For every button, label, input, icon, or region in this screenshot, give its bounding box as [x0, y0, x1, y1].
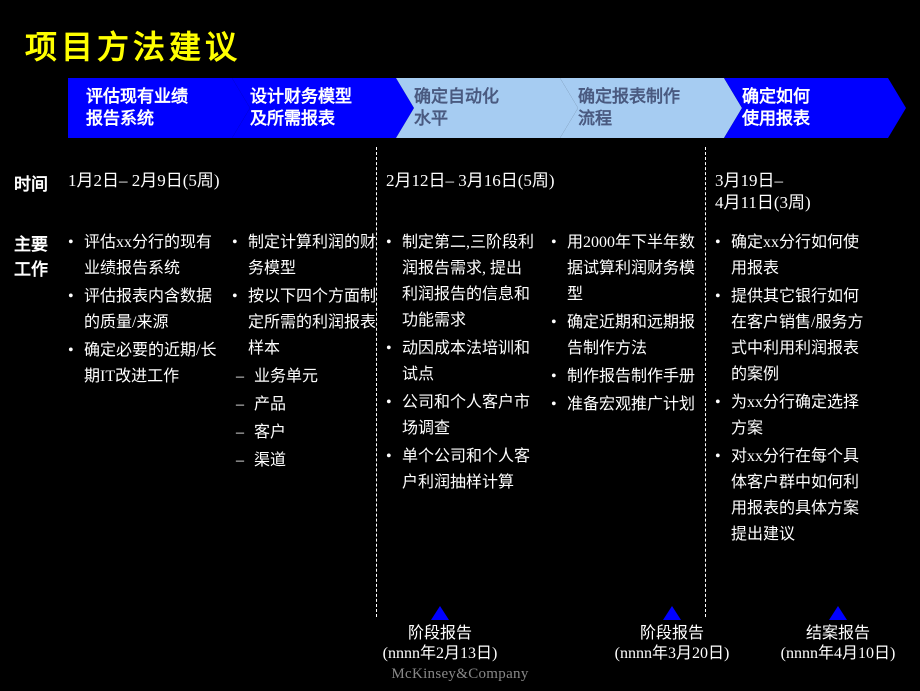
work-column: 制定第二,三阶段利润报告需求, 提出利润报告的信息和功能需求动因成本法培训和试点…	[386, 230, 536, 498]
work-item: 对xx分行在每个具体客户群中如何利用报表的具体方案提出建议	[715, 444, 865, 548]
phase-label: 确定如何 使用报表	[742, 86, 882, 130]
work-item: 评估xx分行的现有业绩报告系统	[68, 230, 218, 282]
slide-title: 项目方法建议	[25, 22, 241, 68]
work-item: 评估报表内含数据的质量/来源	[68, 284, 218, 336]
work-item: 制作报告制作手册	[551, 364, 701, 390]
phase-chevron-row: 评估现有业绩 报告系统设计财务模型 及所需报表确定自动化 水平确定报表制作 流程…	[68, 78, 888, 144]
row-label-time: 时间	[14, 170, 48, 195]
time-cell: 2月12日– 3月16日(5周)	[386, 170, 616, 192]
work-column: 用2000年下半年数据试算利润财务模型确定近期和远期报告制作方法制作报告制作手册…	[551, 230, 701, 420]
phase-label: 设计财务模型 及所需报表	[250, 86, 390, 130]
time-cell: 3月19日– 4月11日(3周)	[715, 170, 920, 214]
milestone-label: 阶段报告(nnnn年3月20日)	[592, 624, 752, 664]
phase-label: 确定自动化 水平	[414, 86, 554, 130]
work-item: 客户	[232, 420, 382, 446]
work-item: 产品	[232, 392, 382, 418]
work-item: 渠道	[232, 448, 382, 474]
work-item: 业务单元	[232, 364, 382, 390]
work-item: 单个公司和个人客户利润抽样计算	[386, 444, 536, 496]
row-label-work: 主要 工作	[14, 230, 48, 280]
work-item: 提供其它银行如何在客户销售/服务方式中利用利润报表的案例	[715, 284, 865, 388]
column-divider	[705, 147, 706, 617]
milestone-marker-icon	[829, 606, 847, 620]
time-cell: 1月2日– 2月9日(5周)	[68, 170, 298, 192]
work-column: 制定计算利润的财务模型按以下四个方面制定所需的利润报表样本业务单元产品客户渠道	[232, 230, 382, 476]
footer-logo: McKinsey&Company	[0, 666, 920, 683]
work-item: 制定第二,三阶段利润报告需求, 提出利润报告的信息和功能需求	[386, 230, 536, 334]
work-item: 确定必要的近期/长期IT改进工作	[68, 338, 218, 390]
phase-label: 评估现有业绩 报告系统	[86, 86, 226, 130]
work-column: 评估xx分行的现有业绩报告系统评估报表内含数据的质量/来源确定必要的近期/长期I…	[68, 230, 218, 392]
phase-chevron: 确定如何 使用报表	[724, 78, 906, 138]
phase-chevron: 确定自动化 水平	[396, 78, 578, 138]
milestone-label: 阶段报告(nnnn年2月13日)	[360, 624, 520, 664]
work-item: 准备宏观推广计划	[551, 392, 701, 418]
work-item: 用2000年下半年数据试算利润财务模型	[551, 230, 701, 308]
milestone-label: 结案报告(nnnn年4月10日)	[758, 624, 918, 664]
phase-chevron: 设计财务模型 及所需报表	[232, 78, 414, 138]
milestone-marker-icon	[431, 606, 449, 620]
work-item: 为xx分行确定选择方案	[715, 390, 865, 442]
work-column: 确定xx分行如何使用报表提供其它银行如何在客户销售/服务方式中利用利润报表的案例…	[715, 230, 865, 550]
phase-label: 确定报表制作 流程	[578, 86, 718, 130]
phase-chevron: 确定报表制作 流程	[560, 78, 742, 138]
work-item: 动因成本法培训和试点	[386, 336, 536, 388]
work-item: 确定近期和远期报告制作方法	[551, 310, 701, 362]
work-item: 制定计算利润的财务模型	[232, 230, 382, 282]
phase-chevron: 评估现有业绩 报告系统	[68, 78, 250, 138]
milestone-marker-icon	[663, 606, 681, 620]
work-item: 公司和个人客户市场调查	[386, 390, 536, 442]
work-item: 确定xx分行如何使用报表	[715, 230, 865, 282]
work-item: 按以下四个方面制定所需的利润报表样本	[232, 284, 382, 362]
